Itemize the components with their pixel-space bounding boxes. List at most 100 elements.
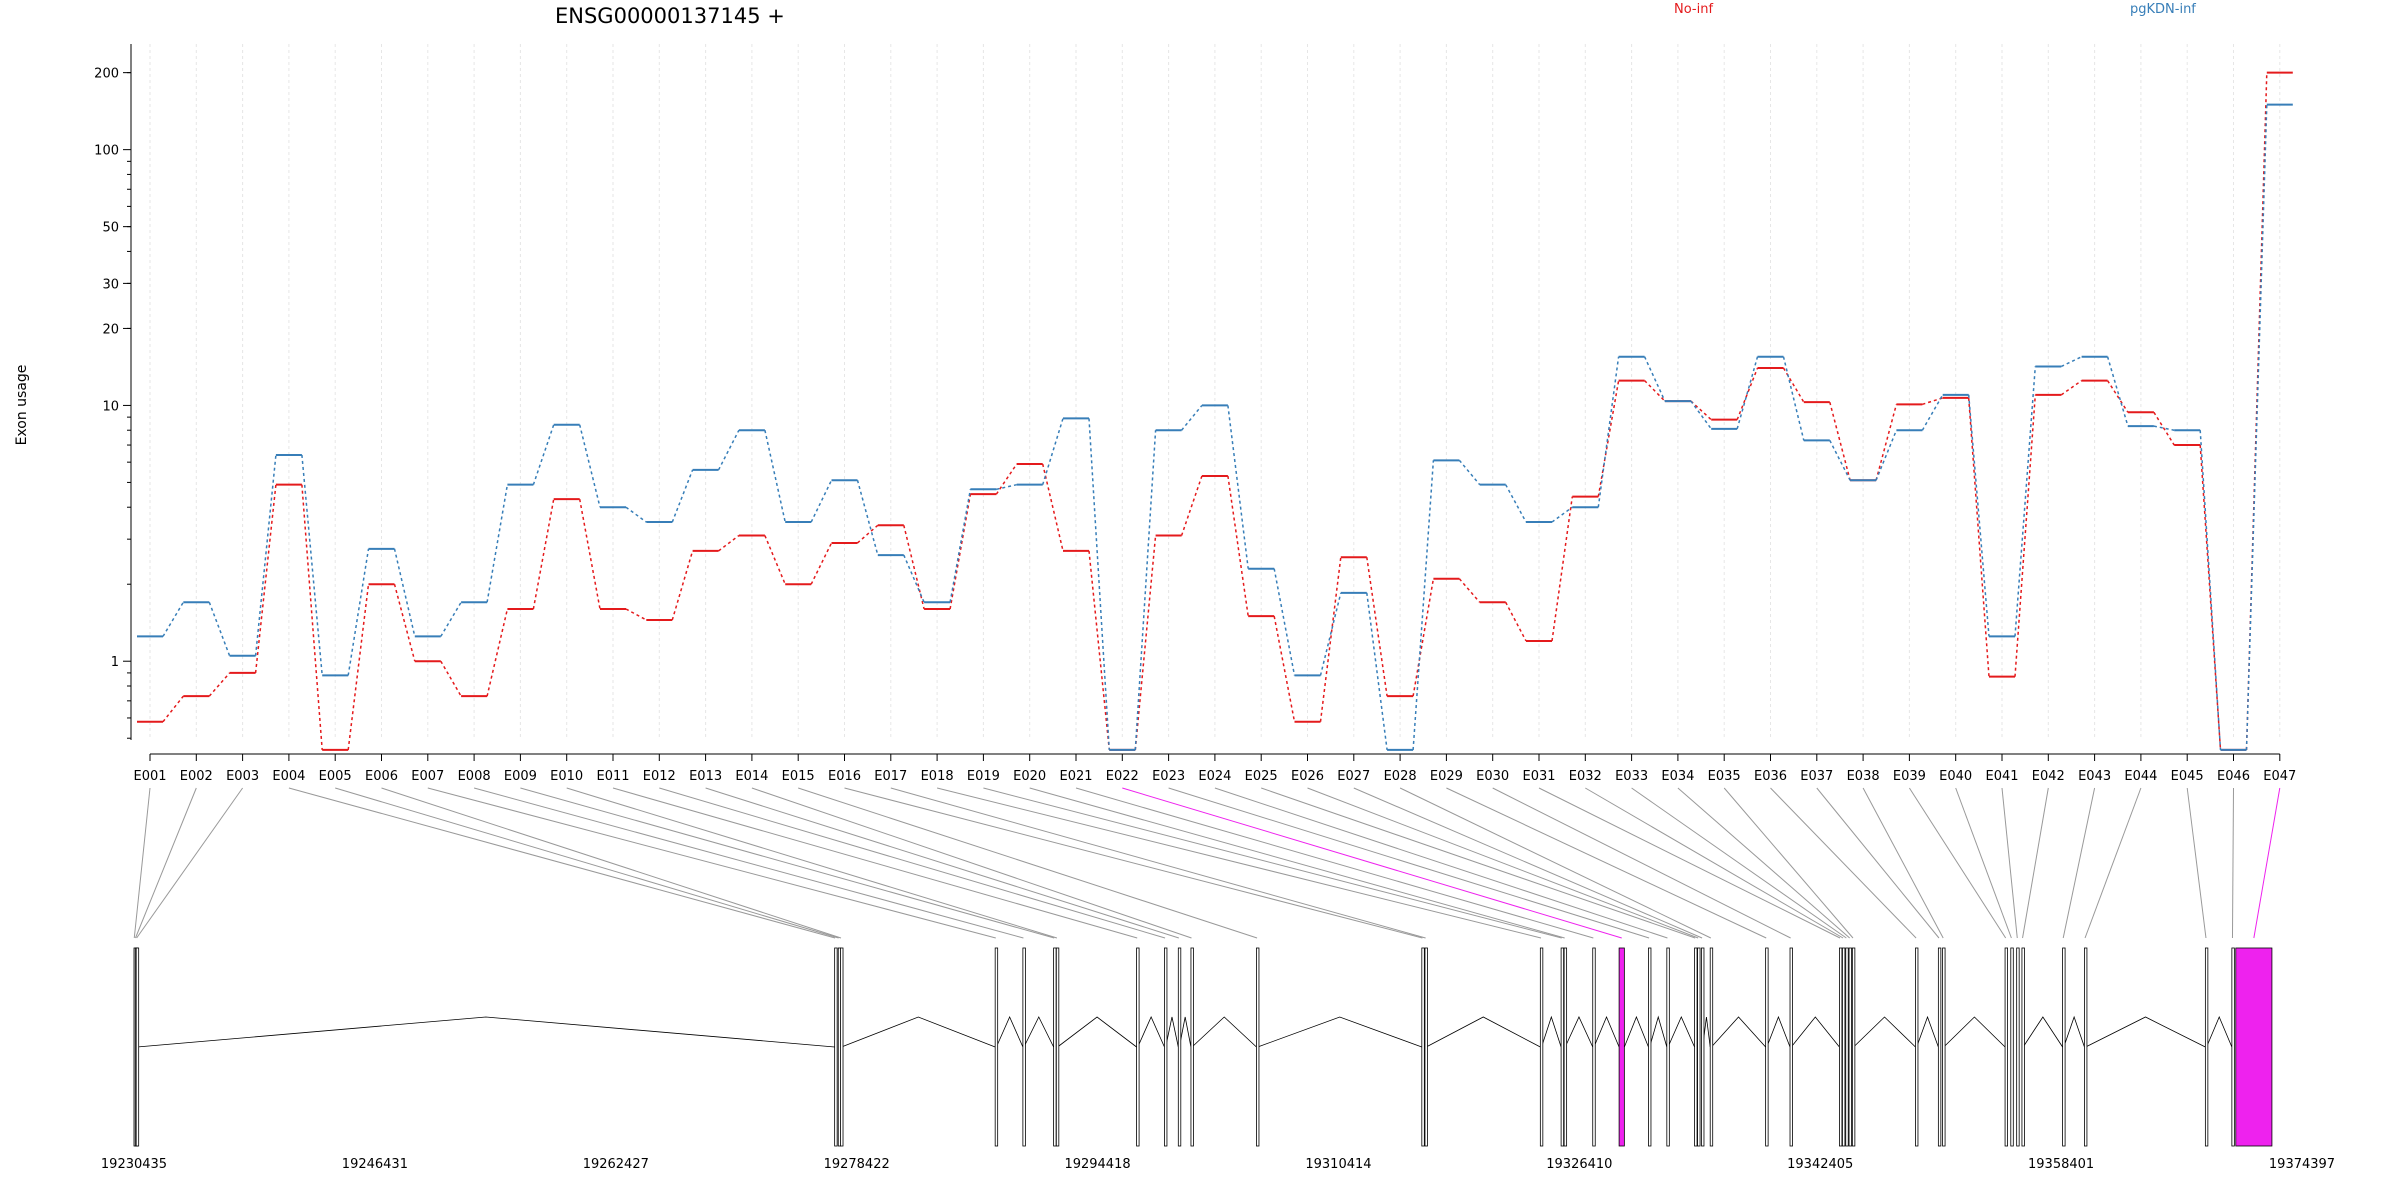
series-connector — [810, 542, 833, 585]
y-tick-label: 100 — [94, 144, 119, 159]
connector-e012 — [659, 787, 1166, 939]
series-connector — [301, 484, 323, 750]
series-connector — [1597, 380, 1620, 497]
connector-e010 — [566, 787, 1058, 939]
exon-box-e020 — [1563, 947, 1568, 1147]
connector-e014 — [751, 787, 1192, 939]
exon-box-e042 — [2021, 947, 2025, 1147]
series-connector — [440, 601, 462, 637]
genomic-tick-label: 19326410 — [1546, 1157, 1612, 1172]
intron-line — [1593, 1015, 1620, 1048]
intron-line — [137, 1016, 835, 1048]
intron-line — [1916, 1015, 1939, 1048]
exon-label-e025: E025 — [1245, 769, 1278, 784]
series-connector — [578, 424, 601, 508]
series-lines — [137, 71, 2293, 751]
series-connector — [2106, 356, 2129, 427]
series-connector — [1643, 356, 1666, 402]
exon-label-e045: E045 — [2171, 769, 2204, 784]
exon-axis: E001 E002 E003 E004 E005 E006 E007 E008 E009 E010… — [133, 753, 2296, 784]
connector-e004 — [288, 787, 836, 939]
series-connector — [1690, 400, 1712, 430]
exon-box-e019 — [1560, 947, 1565, 1147]
series-connector — [1782, 356, 1805, 441]
exon-label-e036: E036 — [1754, 769, 1787, 784]
series-connector — [1967, 394, 1990, 637]
exon-box-e034 — [1848, 947, 1852, 1147]
exon-box-e027 — [1701, 947, 1705, 1147]
series-connector — [1875, 404, 1898, 481]
exon-box-e010 — [1055, 947, 1060, 1147]
exon-box-e032 — [1842, 947, 1846, 1147]
exon-label-e041: E041 — [1985, 769, 2018, 784]
connector-e026 — [1307, 787, 1699, 939]
series-connector — [486, 484, 509, 603]
connector-e044 — [2084, 787, 2142, 939]
series-connector — [1458, 578, 1481, 603]
series-connector — [857, 524, 879, 544]
exon-label-e044: E044 — [2124, 769, 2157, 784]
series-connector — [578, 499, 601, 610]
series-connector — [2106, 380, 2129, 413]
series-connector — [1736, 356, 1759, 430]
intron-line — [2063, 1015, 2085, 1048]
series-connector — [1041, 418, 1064, 485]
connector-e037 — [1816, 787, 1940, 939]
exon-label-e018: E018 — [921, 769, 954, 784]
exon-box-e043 — [2062, 947, 2066, 1147]
series-connector — [1319, 592, 1342, 676]
exon-label-e037: E037 — [1800, 769, 1833, 784]
intron-line — [1711, 1016, 1766, 1048]
series-connector — [810, 479, 833, 523]
exon-label-e043: E043 — [2078, 769, 2111, 784]
intron-line — [2022, 1016, 2063, 1048]
series-connector — [347, 584, 370, 751]
connector-e025 — [1261, 787, 1696, 939]
exon-box-e011 — [1136, 947, 1140, 1147]
genomic-tick-label: 19342405 — [1787, 1157, 1853, 1172]
exon-box-e007 — [994, 947, 999, 1147]
exon-box-e021 — [1592, 947, 1596, 1147]
exon-label-e014: E014 — [735, 769, 768, 784]
connector-e011 — [612, 787, 1138, 939]
series-connector — [1690, 400, 1712, 421]
series-connector — [486, 608, 509, 697]
series-connector — [1134, 430, 1157, 750]
series-connector — [671, 469, 694, 523]
exon-label-e023: E023 — [1152, 769, 1185, 784]
intron-line — [1790, 1016, 1840, 1048]
exon-label-e006: E006 — [365, 769, 398, 784]
connector-e015 — [798, 787, 1258, 939]
intron-line — [2085, 1016, 2206, 1048]
exon-box-e012 — [1164, 947, 1168, 1147]
connector-e042 — [2022, 787, 2049, 939]
connector-e003 — [136, 787, 244, 939]
exon-label-e011: E011 — [596, 769, 629, 784]
genomic-tick-label: 19278422 — [824, 1157, 890, 1172]
exon-label-e002: E002 — [180, 769, 213, 784]
exon-label-e020: E020 — [1013, 769, 1046, 784]
connector-e043 — [2062, 787, 2096, 939]
series-connector — [1597, 356, 1620, 508]
series-connector — [856, 480, 879, 556]
series-connector — [764, 535, 786, 585]
series-connector — [1505, 601, 1527, 642]
genomic-tick-label: 19294418 — [1064, 1157, 1130, 1172]
series-connector — [1273, 568, 1296, 676]
series-connector — [1134, 535, 1157, 750]
series-connector — [393, 548, 416, 637]
exon-box-e018 — [1539, 947, 1544, 1147]
series-connector — [1875, 429, 1898, 481]
exon-label-e021: E021 — [1059, 769, 1092, 784]
connector-e045 — [2186, 787, 2207, 939]
connector-e027 — [1353, 787, 1703, 939]
vertical-gridlines — [149, 44, 2281, 740]
series-connector — [625, 506, 647, 523]
exon-box-e023 — [1648, 947, 1652, 1147]
series-connector — [1041, 463, 1064, 552]
connector-e047 — [2253, 787, 2281, 939]
series-connector — [949, 489, 972, 603]
connector-e016 — [844, 787, 1423, 939]
series-connector — [393, 584, 416, 662]
intron-line — [1667, 1016, 1695, 1048]
